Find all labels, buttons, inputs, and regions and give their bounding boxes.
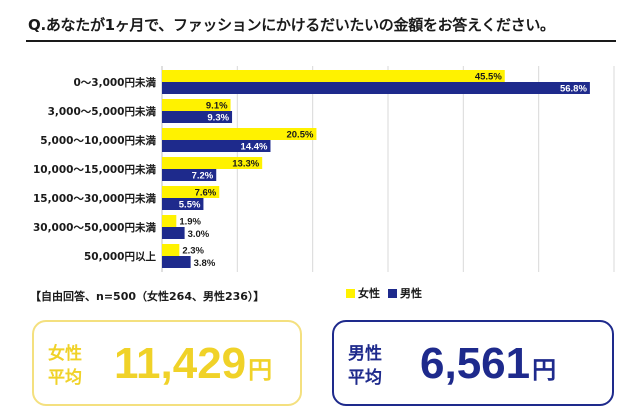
bar-male [162, 256, 191, 268]
data-label-male: 5.5% [179, 200, 201, 211]
bar-female [162, 70, 505, 82]
male-average-label: 男性 平均 [348, 344, 382, 388]
legend-male: 男性 [388, 285, 422, 301]
legend-male-label: 男性 [400, 287, 422, 300]
bar-female [162, 215, 177, 227]
legend: 女性 男性 [346, 285, 422, 301]
data-label-female: 20.5% [286, 130, 313, 141]
bar-male [162, 140, 271, 152]
male-average-value: 6,561円 [420, 339, 557, 388]
category-label: 15,000～30,000円未満 [33, 192, 157, 205]
page-title: Q.あなたが1ヶ月で、ファッションにかけるだいたいの金額をお答えください。 [28, 16, 555, 34]
legend-female-swatch [346, 289, 355, 298]
bar-female [162, 186, 220, 198]
female-average-label: 女性 平均 [48, 344, 82, 388]
data-label-female: 2.3% [182, 246, 204, 257]
data-label-male: 14.4% [241, 142, 268, 153]
data-label-male: 3.8% [194, 258, 216, 269]
bar-male [162, 227, 185, 239]
bar-male [162, 82, 590, 94]
bar-female [162, 99, 231, 111]
data-label-female: 45.5% [475, 72, 502, 83]
data-label-male: 7.2% [192, 171, 214, 182]
category-label: 3,000～5,000円未満 [48, 105, 157, 118]
category-label: 5,000～10,000円未満 [40, 134, 156, 147]
bar-female [162, 128, 317, 140]
category-label: 0～3,000円未満 [73, 76, 156, 89]
bar-female [162, 157, 263, 169]
data-label-male: 56.8% [560, 84, 587, 95]
male-average-box: 男性 平均 6,561円 [332, 320, 614, 406]
title-underline [26, 40, 616, 42]
female-average-value: 11,429円 [114, 339, 273, 388]
data-label-female: 13.3% [232, 159, 259, 170]
legend-female-label: 女性 [358, 287, 380, 300]
category-label: 30,000～50,000円未満 [33, 221, 157, 234]
legend-female: 女性 [346, 285, 380, 301]
bar-male [162, 198, 204, 210]
bar-female [162, 244, 180, 256]
sample-note: 【自由回答、n=500（女性264、男性236）】 [30, 290, 265, 303]
bar-male [162, 111, 233, 123]
data-label-female: 1.9% [179, 217, 201, 228]
bar-chart: 0～3,000円未満 45.5% 56.8% 3,000～5,000円未満 9.1%9.… [33, 66, 615, 272]
bar-male [162, 169, 217, 181]
legend-male-swatch [388, 289, 397, 298]
data-label-female: 9.1% [206, 101, 228, 112]
data-label-male: 9.3% [207, 113, 229, 124]
category-label: 10,000～15,000円未満 [33, 163, 157, 176]
data-label-female: 7.6% [195, 188, 217, 199]
female-average-box: 女性 平均 11,429円 [32, 320, 302, 406]
category-label: 50,000円以上 [84, 250, 157, 263]
data-label-male: 3.0% [188, 229, 210, 240]
